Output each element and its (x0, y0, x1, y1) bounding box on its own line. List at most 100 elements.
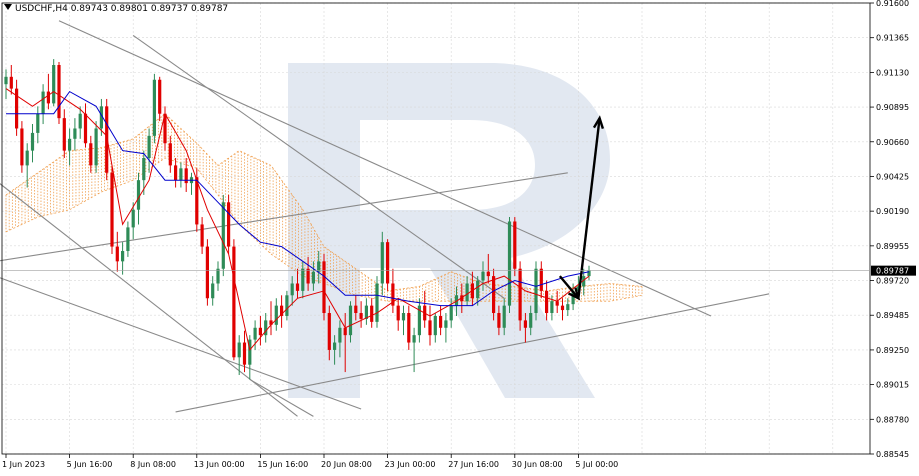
candle-body (566, 304, 570, 311)
candle-body (83, 113, 88, 144)
trendline (175, 293, 770, 413)
forecast-arrow-down (558, 275, 580, 300)
candle-body (9, 76, 13, 89)
candle-body (396, 305, 400, 321)
candle-body (131, 209, 135, 228)
candle-body (534, 268, 538, 314)
candle-body (481, 271, 485, 281)
candle-body (136, 180, 141, 210)
candle-body (364, 305, 368, 319)
x-tick-label: 5 Jul 00:00 (575, 460, 618, 469)
candle-body (285, 295, 289, 316)
trendline (0, 277, 362, 410)
candle-body (158, 79, 162, 114)
y-tick-label: 0.91600 (876, 0, 909, 8)
kijun-line (6, 90, 590, 307)
candle-body (105, 106, 109, 173)
candle-body (20, 128, 24, 166)
candle-body (518, 268, 522, 321)
candle-body (539, 268, 543, 291)
y-tick-label: 0.89955 (876, 242, 909, 251)
candle-body (73, 128, 77, 139)
candle-body (317, 261, 321, 272)
candle-body (25, 150, 29, 166)
y-tick-label: 0.91130 (876, 68, 909, 77)
candle-body (174, 165, 178, 181)
candle-body (306, 268, 310, 284)
candle-body (41, 91, 45, 114)
candle-body (227, 202, 231, 247)
candle-body (433, 315, 437, 336)
candle-body (205, 246, 209, 299)
candle-body (333, 342, 337, 350)
candle-body (179, 168, 183, 181)
candle-body (529, 313, 533, 328)
candle-body (301, 268, 305, 291)
candle-body (280, 305, 284, 316)
candle-body (375, 283, 379, 322)
symbol-label: USDCHF,H4 (15, 4, 68, 14)
candle-body (401, 313, 406, 321)
y-tick-label: 0.89250 (876, 346, 909, 355)
candle-body (15, 88, 19, 129)
candle-body (237, 342, 241, 358)
candle-body (380, 242, 384, 284)
candle-body (391, 283, 395, 306)
candle-body (242, 342, 247, 365)
candle-body (412, 335, 416, 343)
x-tick-label: 13 Jun 00:00 (194, 460, 245, 469)
trendline (58, 20, 712, 317)
candle-body (545, 290, 549, 314)
cloud-span-a (5, 113, 643, 292)
candle-body (57, 65, 61, 119)
candle-body (68, 138, 72, 151)
candle-body (269, 320, 273, 325)
x-tick-label: 1 Jun 2023 (2, 460, 45, 469)
candle-body (52, 65, 56, 104)
candle-body (417, 305, 421, 336)
candle-body (486, 271, 490, 277)
candle-body (327, 313, 331, 350)
candle-body (550, 301, 554, 314)
trendline (132, 35, 505, 299)
candle-body (46, 91, 50, 104)
symbol-header: USDCHF,H4 0.89743 0.89801 0.89737 0.8978… (4, 4, 228, 14)
x-tick-label: 5 Jun 16:00 (67, 460, 113, 469)
x-tick-label: 30 Jun 08:00 (512, 460, 563, 469)
candle-body (476, 280, 480, 299)
candle-body (449, 305, 453, 321)
candle-body (36, 113, 40, 133)
x-tick-label: 8 Jun 08:00 (130, 460, 176, 469)
trendline (0, 172, 568, 262)
forecast-arrowhead-down (567, 287, 581, 301)
candle-body (295, 283, 300, 291)
candle-body (465, 283, 469, 302)
candle-body (99, 106, 103, 129)
candle-body (184, 168, 188, 184)
trendline (249, 378, 314, 417)
candle-body (152, 79, 156, 136)
candle-body (110, 172, 114, 247)
forecast-arrowhead-up (592, 115, 605, 130)
y-tick-label: 0.89485 (876, 311, 909, 320)
candle-body (200, 224, 204, 247)
candle-body (142, 158, 146, 181)
x-tick-label: 20 Jun 08:00 (321, 460, 372, 469)
watermark-logo (288, 63, 610, 398)
candle-body (311, 271, 315, 284)
y-tick-label: 0.89015 (876, 381, 909, 390)
candle-body (258, 327, 262, 336)
candle-body (147, 135, 151, 159)
candle-body (454, 295, 459, 306)
candle-body (62, 118, 66, 151)
current-price-badge (871, 265, 916, 276)
candle-body (492, 276, 496, 314)
y-tick-label: 0.90425 (876, 172, 909, 181)
candle-body (126, 227, 130, 252)
collapse-triangle-icon[interactable] (4, 4, 12, 10)
candle-body (497, 313, 501, 328)
candle-body (582, 276, 586, 287)
y-tick-label: 0.88545 (876, 450, 909, 459)
